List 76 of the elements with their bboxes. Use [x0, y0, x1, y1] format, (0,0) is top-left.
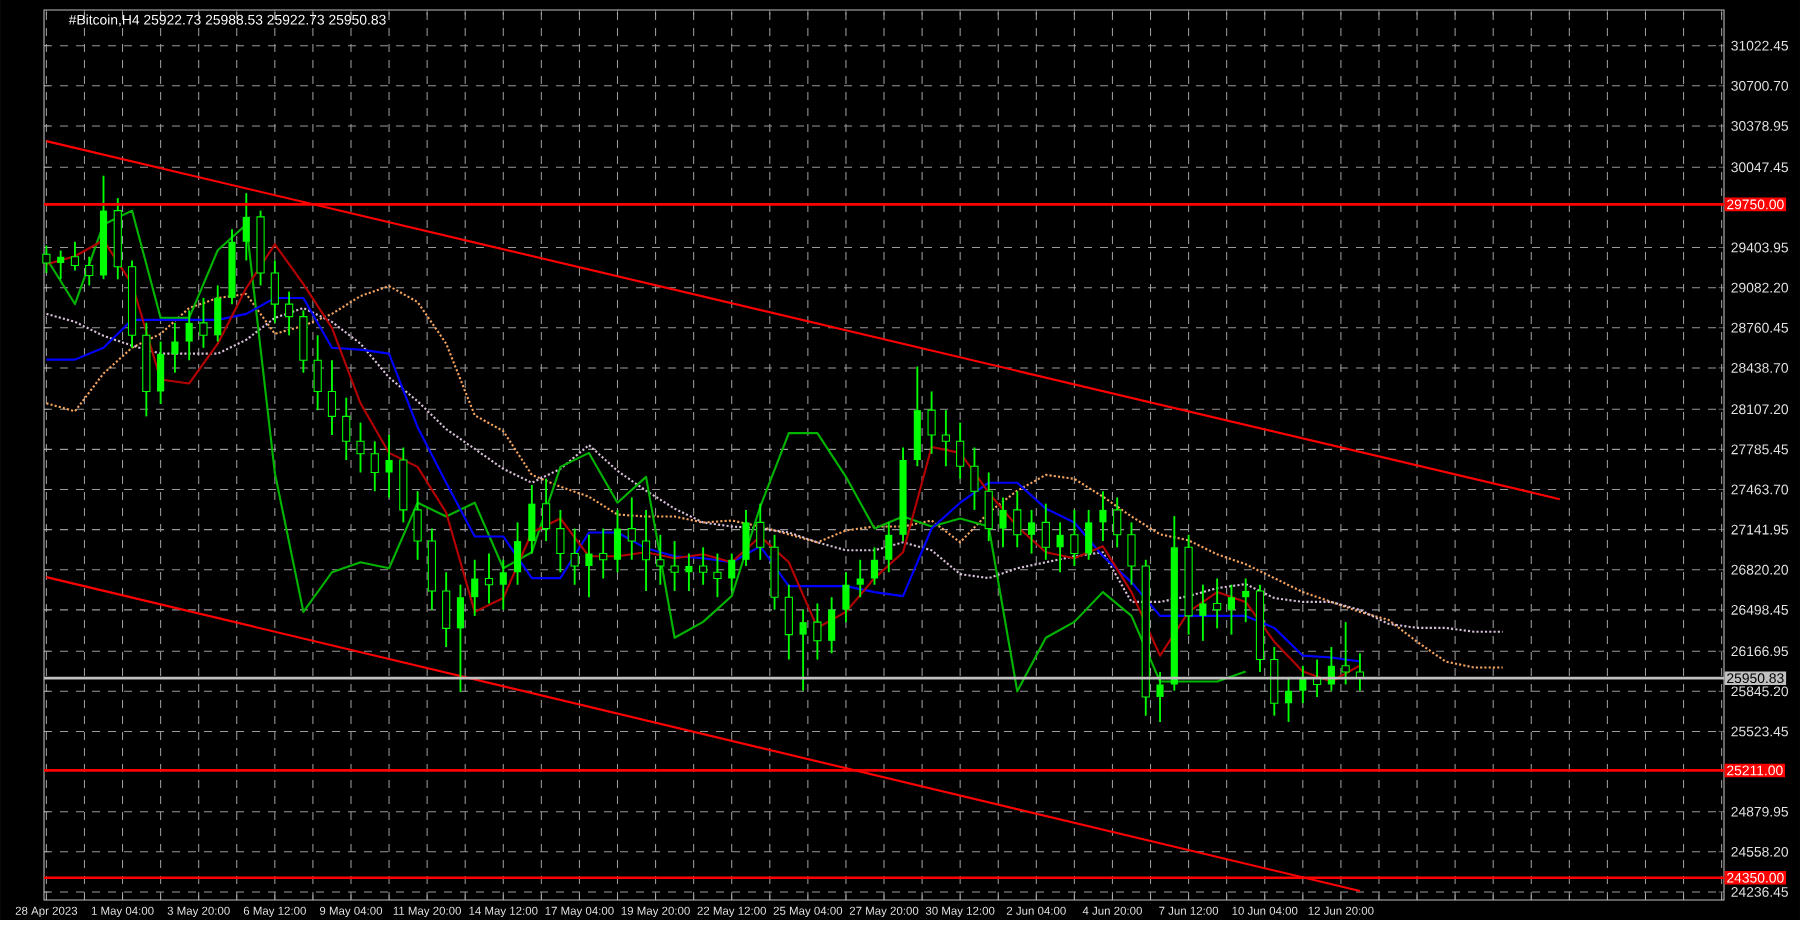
candlestick [513, 521, 522, 586]
candlestick [1242, 577, 1250, 624]
candlestick [1227, 583, 1235, 636]
candlestick [528, 484, 536, 555]
candlestick [385, 434, 393, 499]
candlestick [1041, 502, 1050, 561]
candlestick [42, 244, 51, 274]
candlestick [999, 496, 1007, 549]
candlestick [656, 533, 665, 586]
candlestick [756, 502, 765, 561]
candlestick [313, 334, 322, 412]
candlestick [599, 527, 608, 580]
candlestick [585, 533, 593, 599]
candlestick [285, 290, 294, 337]
candlestick [342, 396, 351, 461]
candlestick [499, 558, 507, 611]
candlestick [1270, 646, 1279, 717]
candlestick [870, 546, 879, 586]
candlestick [1013, 490, 1022, 549]
candlestick [1199, 583, 1207, 642]
candlestick [1070, 508, 1079, 567]
candlestick [1127, 521, 1136, 586]
candlestick [542, 477, 551, 543]
candlestick [956, 421, 965, 480]
candlestick [57, 249, 65, 281]
candlestick [214, 284, 222, 343]
candlestick [1099, 490, 1107, 543]
candlestick [970, 446, 979, 511]
candlestick [670, 540, 679, 592]
candlestick [327, 359, 337, 437]
candlestick [442, 571, 451, 649]
candlestick [699, 546, 708, 586]
candlestick [856, 558, 864, 599]
candlestick [613, 508, 622, 574]
candlestick [828, 596, 836, 655]
candlestick [713, 552, 722, 599]
candlestick [471, 558, 479, 617]
candlestick [627, 496, 636, 561]
candlestick [885, 521, 893, 574]
candlestick [171, 321, 179, 374]
candlestick [1156, 671, 1164, 723]
candlestick [456, 583, 465, 693]
line-series [45, 239, 1361, 683]
candlestick [356, 421, 365, 474]
candlestick [784, 583, 793, 661]
candlestick [728, 552, 736, 592]
candlestick [1027, 508, 1036, 555]
candlestick [484, 552, 494, 605]
candlestick [813, 602, 822, 661]
candlestick [199, 296, 208, 349]
candlestick [370, 440, 379, 493]
candlestick [1299, 664, 1307, 705]
candlestick [1056, 521, 1064, 574]
candlestick [1113, 496, 1122, 549]
candlestick [1341, 621, 1350, 686]
candlestick [641, 508, 651, 592]
candlestick [1284, 677, 1293, 723]
candlestick [1085, 508, 1093, 561]
candlestick [70, 240, 80, 272]
candlestick [299, 309, 308, 374]
candlestick [927, 390, 936, 455]
candlestick [413, 490, 422, 561]
candlestick [1213, 577, 1222, 630]
candlestick [984, 471, 993, 543]
candlestick [556, 508, 565, 574]
candlestick [242, 192, 250, 262]
candlestick [685, 552, 693, 592]
candlestick [941, 409, 950, 468]
candlestick [742, 508, 750, 567]
candlestick [185, 309, 193, 362]
candlestick [842, 571, 850, 624]
candlestick [270, 259, 279, 324]
candlestick [157, 340, 165, 405]
candlestick [570, 527, 579, 586]
candlestick [799, 608, 807, 692]
candlestick [85, 255, 94, 287]
